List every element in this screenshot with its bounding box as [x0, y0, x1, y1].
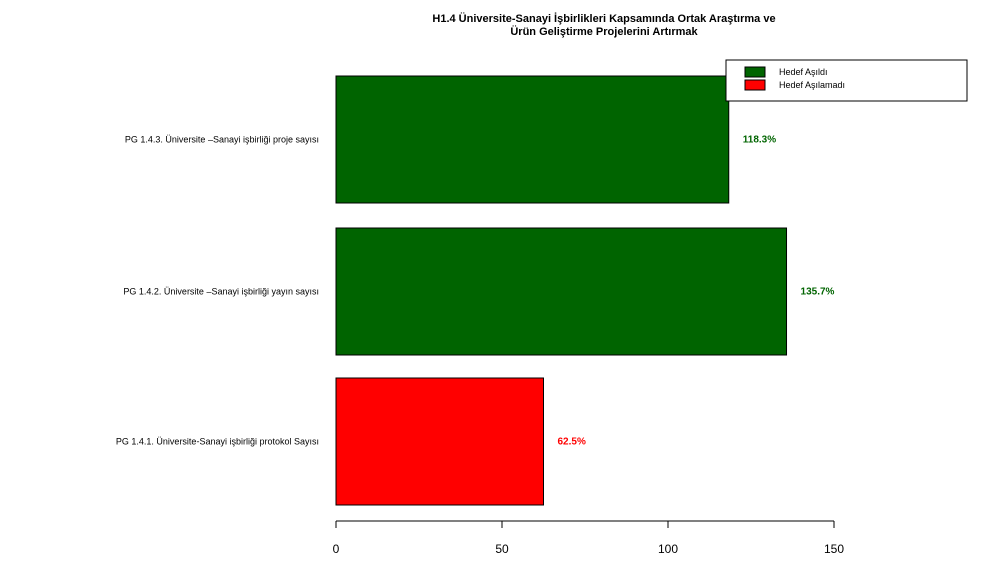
legend: Hedef Aşıldı Hedef Aşılamadı [725, 59, 968, 102]
category-labels: PG 1.4.3. Üniversite –Sanayi işbirliği p… [116, 135, 319, 447]
chart-title-line: Ürün Geliştirme Projelerini Artırmak [510, 25, 698, 38]
data-label: 135.7% [801, 287, 835, 298]
data-label: 62.5% [558, 437, 586, 448]
bar-2 [335, 227, 788, 356]
legend-swatch [744, 66, 766, 78]
legend-label: Hedef Aşıldı [779, 67, 828, 77]
bar-3 [335, 377, 544, 506]
data-label: 118.3% [743, 135, 776, 146]
bar-1 [335, 75, 730, 204]
legend-swatch [744, 79, 766, 91]
x-axis: 0 50 100 150 [333, 520, 844, 556]
chart-title: H1.4 Üniversite-Sanayi İşbirlikleri Kaps… [432, 12, 775, 38]
x-tick-label: 150 [824, 542, 844, 556]
legend-label: Hedef Aşılamadı [779, 80, 845, 90]
x-tick-label: 50 [495, 542, 509, 556]
chart-title-line: H1.4 Üniversite-Sanayi İşbirlikleri Kaps… [432, 12, 775, 25]
x-tick-label: 0 [333, 542, 340, 556]
legend-box [725, 59, 968, 102]
data-labels: 118.3% 135.7% 62.5% [558, 135, 835, 448]
bars [335, 75, 788, 506]
x-tick-label: 100 [658, 542, 678, 556]
category-label: PG 1.4.3. Üniversite –Sanayi işbirliği p… [125, 135, 319, 145]
category-label: PG 1.4.1. Üniversite-Sanayi işbirliği pr… [116, 437, 319, 447]
category-label: PG 1.4.2. Üniversite –Sanayi işbirliği y… [123, 287, 319, 297]
